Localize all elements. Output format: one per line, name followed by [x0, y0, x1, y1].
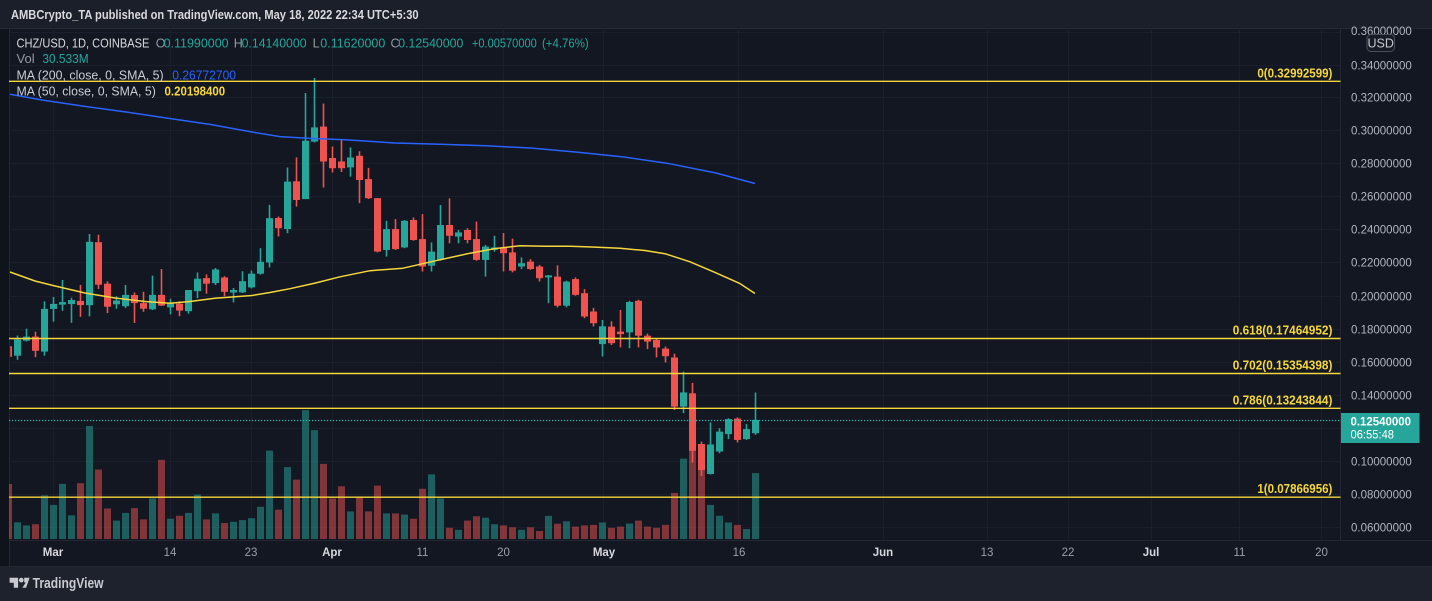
svg-text:0.10000000: 0.10000000: [1351, 457, 1412, 469]
svg-text:1(0.07866956): 1(0.07866956): [1257, 482, 1332, 496]
svg-text:0.14000000: 0.14000000: [1351, 391, 1412, 403]
svg-text:0.11990000: 0.11990000: [164, 36, 229, 50]
svg-text:MA (200, close, 0, SMA, 5): MA (200, close, 0, SMA, 5): [17, 69, 164, 83]
svg-text:0.16000000: 0.16000000: [1351, 358, 1412, 370]
svg-text:0.18000000: 0.18000000: [1351, 325, 1412, 337]
svg-text:0.26772700: 0.26772700: [172, 69, 236, 83]
svg-text:0.28000000: 0.28000000: [1351, 159, 1412, 171]
svg-text:0.11620000: 0.11620000: [320, 36, 385, 50]
svg-text:13: 13: [981, 547, 994, 559]
svg-text:Apr: Apr: [322, 547, 342, 559]
svg-text:0.20198400: 0.20198400: [165, 85, 226, 99]
svg-text:Jul: Jul: [1143, 547, 1160, 559]
svg-text:0.32000000: 0.32000000: [1351, 93, 1412, 105]
svg-text:0.20000000: 0.20000000: [1351, 292, 1412, 304]
svg-text:16: 16: [733, 547, 746, 559]
svg-text:0.618(0.17464952): 0.618(0.17464952): [1233, 324, 1333, 338]
svg-text:L: L: [313, 36, 320, 50]
svg-text:TradingView: TradingView: [33, 576, 105, 592]
svg-text:14: 14: [164, 547, 177, 559]
svg-text:0.08000000: 0.08000000: [1351, 490, 1412, 502]
svg-text:0.22000000: 0.22000000: [1351, 258, 1412, 270]
svg-text:0.12540000: 0.12540000: [398, 36, 463, 50]
svg-text:0.34000000: 0.34000000: [1351, 61, 1412, 73]
svg-text:C: C: [391, 36, 400, 50]
svg-text:22: 22: [1062, 547, 1075, 559]
svg-text:0.06000000: 0.06000000: [1351, 523, 1412, 535]
svg-text:20: 20: [497, 547, 510, 559]
svg-text:0.24000000: 0.24000000: [1351, 225, 1412, 237]
svg-text:MA (50, close, 0, SMA, 5): MA (50, close, 0, SMA, 5): [17, 85, 156, 99]
svg-text:O: O: [156, 36, 166, 50]
svg-text:Jun: Jun: [873, 547, 893, 559]
svg-text:11: 11: [1234, 547, 1246, 559]
svg-text:CHZ/USD, 1D, COINBASE: CHZ/USD, 1D, COINBASE: [17, 36, 150, 50]
svg-text:0.26000000: 0.26000000: [1351, 192, 1412, 204]
svg-text:+0.00570000: +0.00570000: [472, 36, 537, 50]
svg-text:23: 23: [245, 547, 258, 559]
svg-text:0.702(0.15354398): 0.702(0.15354398): [1233, 359, 1333, 373]
svg-text:0.14140000: 0.14140000: [242, 36, 307, 50]
svg-text:Mar: Mar: [43, 547, 64, 559]
svg-text:(+4.76%): (+4.76%): [542, 36, 589, 50]
svg-text:0.786(0.13243844): 0.786(0.13243844): [1233, 393, 1333, 407]
svg-text:AMBCrypto_TA published on Trad: AMBCrypto_TA published on TradingView.co…: [11, 8, 419, 22]
svg-text:0.30000000: 0.30000000: [1351, 126, 1412, 138]
svg-text:Vol: Vol: [17, 52, 35, 66]
svg-text:USD: USD: [1367, 36, 1393, 50]
svg-text:0(0.32992599): 0(0.32992599): [1257, 67, 1332, 81]
svg-text:H: H: [234, 36, 243, 50]
svg-text:30.533M: 30.533M: [42, 52, 88, 66]
svg-text:0.12540000: 0.12540000: [1351, 415, 1412, 429]
svg-text:0.36000000: 0.36000000: [1351, 26, 1412, 38]
svg-text:11: 11: [417, 547, 429, 559]
svg-text:May: May: [593, 547, 616, 559]
svg-text:20: 20: [1315, 547, 1328, 559]
svg-text:06:55:48: 06:55:48: [1351, 430, 1395, 442]
